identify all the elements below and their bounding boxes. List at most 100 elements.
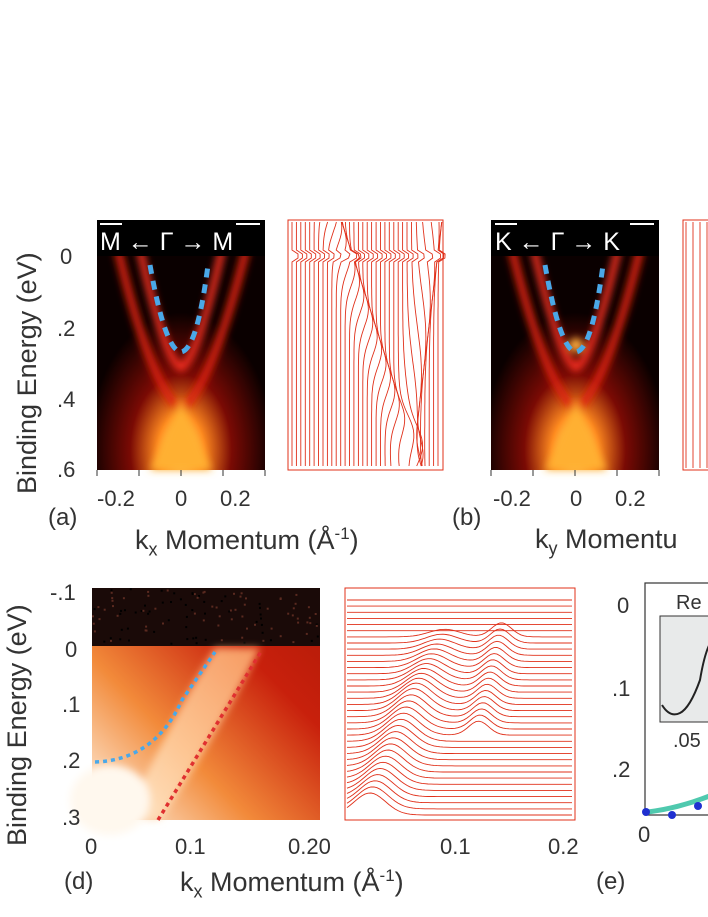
noise-pixel: [103, 608, 106, 611]
noise-pixel: [297, 621, 300, 624]
edc-trace-d: [347, 634, 572, 650]
panel-a-direction: M ← Γ → M: [100, 223, 260, 256]
noise-pixel: [198, 595, 200, 597]
noise-pixel: [196, 596, 199, 599]
ytick-d-0: -.1: [50, 580, 76, 605]
edc-trace-d: [347, 640, 572, 656]
noise-pixel: [262, 639, 265, 642]
noise-pixel: [134, 611, 137, 614]
noise-pixel: [193, 593, 196, 596]
noise-pixel: [148, 610, 151, 613]
noise-pixel: [184, 603, 187, 606]
x-axis-label-d: kx Momentum (Å-1): [180, 866, 404, 902]
noise-pixel: [204, 638, 207, 641]
edc-trace-a: [433, 221, 445, 466]
noise-pixel: [215, 606, 218, 609]
noise-pixel: [98, 618, 101, 621]
panel-e-plot: [642, 582, 708, 819]
noise-pixel: [128, 639, 130, 642]
inset-xtick-e: .05: [673, 730, 701, 752]
noise-pixel: [191, 592, 194, 595]
panel-d-map: [70, 588, 320, 835]
noise-pixel: [144, 604, 146, 607]
noise-pixel: [112, 605, 114, 608]
noise-pixel: [255, 620, 258, 623]
noise-pixel: [145, 625, 148, 628]
xtick-a-0: -0.2: [97, 486, 135, 511]
edc-trace-d: [346, 749, 572, 773]
noise-pixel: [261, 631, 264, 634]
noise-pixel: [179, 598, 182, 601]
noise-pixel: [140, 610, 143, 612]
noise-pixel: [240, 592, 243, 595]
noise-pixel: [292, 607, 295, 610]
edc-trace-a: [357, 222, 369, 466]
edc-trace-d: [347, 712, 572, 736]
ytick-e-1: .1: [612, 676, 631, 701]
edc-trace-d: [347, 682, 572, 705]
noise-pixel: [243, 603, 246, 606]
edc-trace-a: [313, 221, 321, 466]
panel-a-map: [97, 220, 265, 470]
noise-pixel: [191, 609, 194, 612]
edc-trace-d: [346, 786, 572, 810]
noise-pixel: [269, 639, 272, 642]
edc-trace-d: [346, 792, 572, 816]
noise-pixel: [307, 606, 310, 609]
edc-trace-a: [300, 222, 308, 466]
noise-pixel: [147, 594, 150, 597]
noise-pixel: [296, 617, 299, 620]
noise-pixel: [119, 638, 122, 641]
edc-trace-d: [347, 647, 572, 662]
xtick-b-1: 0: [570, 486, 583, 511]
panel-b-map: [491, 220, 659, 470]
noise-pixel: [259, 606, 261, 609]
noise-pixel: [193, 612, 196, 615]
edc-trace-a: [291, 222, 299, 466]
edc-trace-d: [347, 628, 572, 644]
edc-trace-a: [415, 221, 427, 467]
edc-trace-d: [347, 672, 572, 693]
noise-pixel: [110, 591, 113, 594]
ytick-d-4: .3: [62, 805, 81, 830]
edc-trace-a: [388, 222, 400, 467]
noise-pixel: [305, 632, 308, 635]
edc-trace-d: [347, 622, 572, 638]
noise-pixel: [120, 609, 122, 612]
noise-pixel: [224, 595, 227, 598]
xtick-e-0: 0: [638, 822, 651, 847]
noise-pixel: [254, 623, 256, 626]
noise-pixel: [241, 636, 244, 639]
inset-label-e: Re: [676, 592, 702, 614]
noise-pixel: [260, 623, 263, 626]
noise-pixel: [92, 622, 95, 625]
noise-pixel: [126, 627, 129, 630]
noise-pixel: [315, 623, 318, 626]
noise-pixel: [173, 592, 176, 595]
panel-letter-e: (e): [596, 868, 626, 895]
noise-pixel: [202, 619, 205, 622]
edc-trace-a: [366, 222, 378, 466]
xtick-b-2: 0.2: [615, 486, 646, 511]
edc-trace-d: [347, 724, 572, 748]
edc-trace-d: [346, 731, 572, 755]
edc-xtick-d-1: 0.2: [548, 834, 579, 859]
xtick-d-1: 0.1: [175, 834, 206, 859]
edc-trace-d: [347, 667, 572, 687]
edc-trace-a: [340, 221, 358, 466]
noise-pixel: [144, 629, 147, 632]
noise-pixel: [185, 615, 188, 618]
edc-trace-a: [326, 221, 337, 466]
edc-trace-d: [346, 755, 572, 779]
noise-pixel: [129, 588, 132, 591]
edc-trace-a: [397, 222, 415, 467]
noise-pixel: [314, 613, 317, 615]
noise-pixel: [217, 624, 220, 627]
noise-pixel: [315, 624, 318, 627]
edc-trace-a: [393, 222, 406, 467]
ytick-a-2: .4: [57, 387, 76, 412]
y-axis-label-top: Binding Energy (eV): [12, 252, 42, 494]
noise-pixel: [170, 642, 173, 645]
noise-pixel: [147, 590, 150, 593]
noise-pixel: [185, 626, 188, 629]
